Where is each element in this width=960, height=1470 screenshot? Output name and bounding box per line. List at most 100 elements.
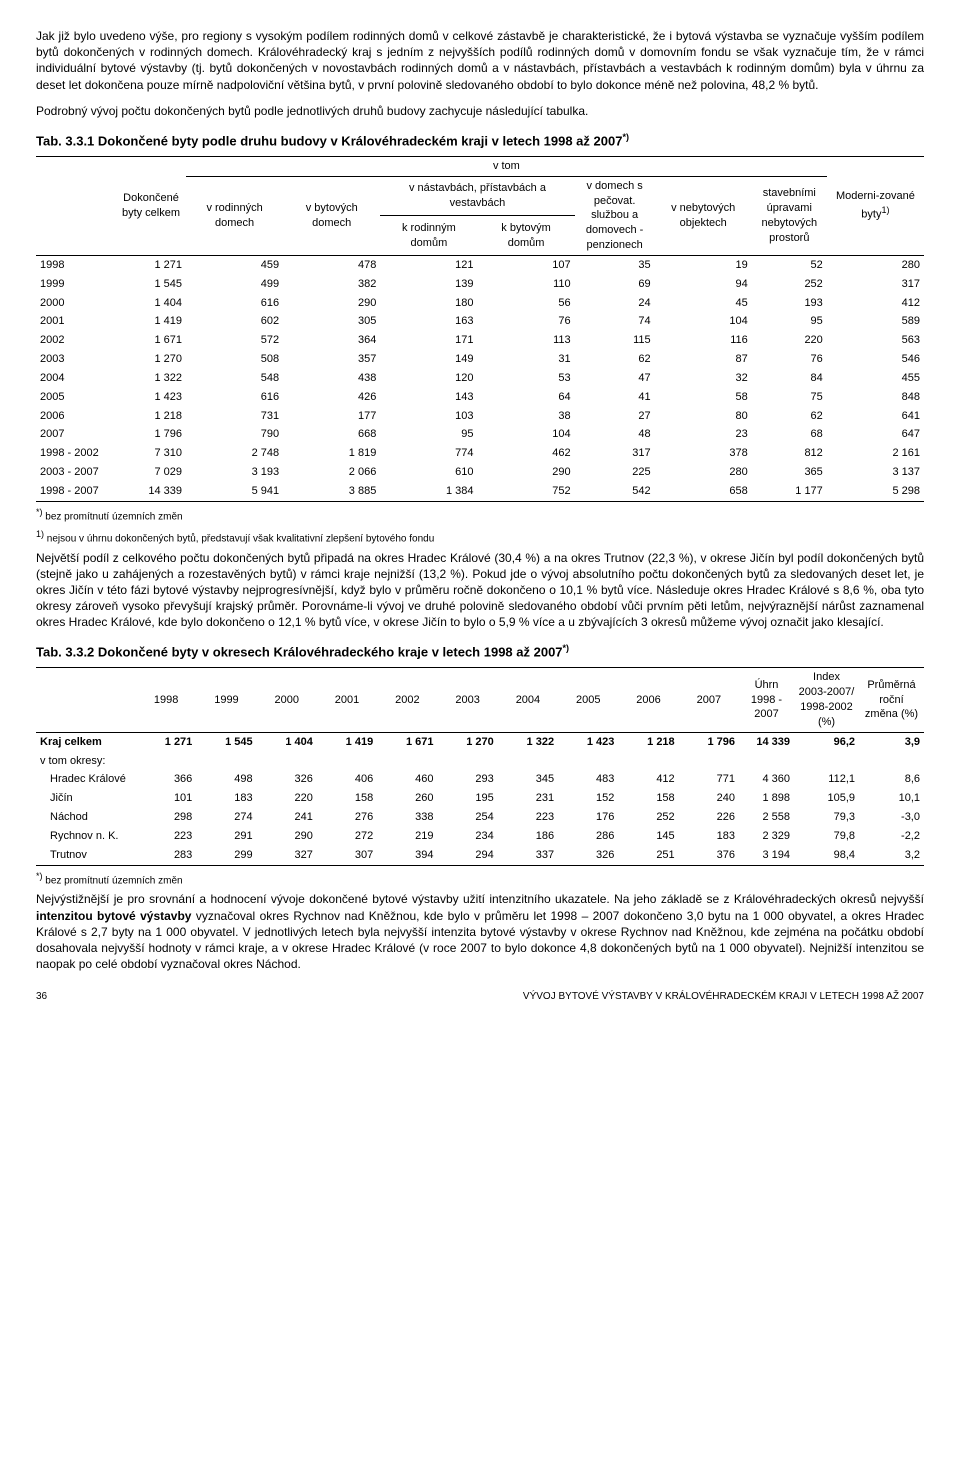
cell-value: 455	[827, 369, 924, 388]
cell-value: 1 898	[739, 789, 794, 808]
cell-value: 499	[186, 275, 283, 294]
t1-h-krod: k rodinným domům	[380, 216, 477, 256]
cell-value: 56	[477, 294, 574, 313]
cell-value	[498, 752, 558, 771]
cell-value: 1 423	[116, 388, 186, 407]
cell-value: 548	[186, 369, 283, 388]
cell-value: 1 419	[116, 312, 186, 331]
t1-h-nast: v nástavbách, přístavbách a vestavbách	[380, 176, 574, 216]
cell-value: -2,2	[859, 827, 924, 846]
cell-value: 121	[380, 255, 477, 274]
cell-value: 31	[477, 350, 574, 369]
cell-value: 195	[437, 789, 497, 808]
cell-value: 1 545	[196, 732, 256, 751]
t1-h-pecov: v domech s pečovat. službou a domovech -…	[575, 176, 655, 255]
cell-value: 3,9	[859, 732, 924, 751]
cell-value: 84	[752, 369, 827, 388]
table-row: 19991 5454993821391106994252317	[36, 275, 924, 294]
row-year: 1998 - 2002	[36, 444, 116, 463]
table-row: 20001 404616290180562445193412	[36, 294, 924, 313]
cell-value: 394	[377, 846, 437, 865]
cell-value: 193	[752, 294, 827, 313]
cell-value: 76	[477, 312, 574, 331]
table1-footnote2: 1) nejsou v úhrnu dokončených bytů, před…	[36, 528, 924, 546]
cell-value: 426	[283, 388, 380, 407]
t1-h-uprav: stavebními úpravami nebytových prostorů	[752, 176, 827, 255]
cell-value: 19	[655, 255, 752, 274]
cell-value: 112,1	[794, 770, 859, 789]
t1-h-bytov: v bytových domech	[283, 176, 380, 255]
cell-value: 326	[558, 846, 618, 865]
row-year: 2007	[36, 425, 116, 444]
cell-value: 2 066	[283, 463, 380, 482]
cell-value: 23	[655, 425, 752, 444]
cell-value: 139	[380, 275, 477, 294]
cell-value: 14 339	[739, 732, 794, 751]
cell-value: 286	[558, 827, 618, 846]
cell-value: 183	[196, 789, 256, 808]
cell-value	[558, 752, 618, 771]
table-row: 20051 42361642614364415875848	[36, 388, 924, 407]
cell-value: 1 545	[116, 275, 186, 294]
cell-value: 95	[752, 312, 827, 331]
cell-value: 1 796	[679, 732, 739, 751]
row-year: 2003	[36, 350, 116, 369]
cell-value: 382	[283, 275, 380, 294]
table-row: Trutnov2832993273073942943373262513763 1…	[36, 846, 924, 865]
cell-value: 2 748	[186, 444, 283, 463]
cell-value: 62	[752, 407, 827, 426]
cell-value: 293	[437, 770, 497, 789]
row-label: v tom okresy:	[36, 752, 136, 771]
cell-value: 225	[575, 463, 655, 482]
t2-h-year: 2006	[618, 668, 678, 732]
cell-value: 96,2	[794, 732, 859, 751]
cell-value: 1 218	[618, 732, 678, 751]
cell-value: 110	[477, 275, 574, 294]
cell-value: 3 194	[739, 846, 794, 865]
cell-value: 546	[827, 350, 924, 369]
t2-h-year: 2001	[317, 668, 377, 732]
cell-value: 299	[196, 846, 256, 865]
row-label: Náchod	[36, 808, 136, 827]
cell-value: 1 270	[116, 350, 186, 369]
cell-value	[739, 752, 794, 771]
footer-text: VÝVOJ BYTOVÉ VÝSTAVBY V KRÁLOVÉHRADECKÉM…	[523, 990, 924, 1004]
cell-value: 252	[618, 808, 678, 827]
cell-value: 3 193	[186, 463, 283, 482]
cell-value	[437, 752, 497, 771]
table1-title-sup: *)	[622, 132, 629, 142]
table-row: Jičín1011832201582601952311521582401 898…	[36, 789, 924, 808]
cell-value: 460	[377, 770, 437, 789]
table-row: Kraj celkem1 2711 5451 4041 4191 6711 27…	[36, 732, 924, 751]
row-label: Hradec Králové	[36, 770, 136, 789]
table-row: 20011 419602305163767410495589	[36, 312, 924, 331]
cell-value: 220	[752, 331, 827, 350]
t1-h-moderniz: Moderni-zované byty1)	[827, 156, 924, 255]
cell-value: 163	[380, 312, 477, 331]
row-year: 2003 - 2007	[36, 463, 116, 482]
cell-value	[794, 752, 859, 771]
cell-value: 177	[283, 407, 380, 426]
cell-value: 610	[380, 463, 477, 482]
cell-value: 274	[196, 808, 256, 827]
cell-value: 32	[655, 369, 752, 388]
cell-value: 47	[575, 369, 655, 388]
cell-value	[257, 752, 317, 771]
paragraph-1: Jak již bylo uvedeno výše, pro regiony s…	[36, 28, 924, 93]
cell-value: 234	[437, 827, 497, 846]
table-row: 2003 - 20077 0293 1932 06661029022528036…	[36, 463, 924, 482]
t2-h-year: 2005	[558, 668, 618, 732]
cell-value: 1 271	[136, 732, 196, 751]
cell-value: 1 404	[257, 732, 317, 751]
cell-value: 326	[257, 770, 317, 789]
cell-value: 2 329	[739, 827, 794, 846]
cell-value: 357	[283, 350, 380, 369]
row-year: 2000	[36, 294, 116, 313]
cell-value: 7 310	[116, 444, 186, 463]
cell-value: 731	[186, 407, 283, 426]
cell-value: 94	[655, 275, 752, 294]
cell-value: 790	[186, 425, 283, 444]
cell-value: 223	[498, 808, 558, 827]
table-row: v tom okresy:	[36, 752, 924, 771]
cell-value: 2 558	[739, 808, 794, 827]
